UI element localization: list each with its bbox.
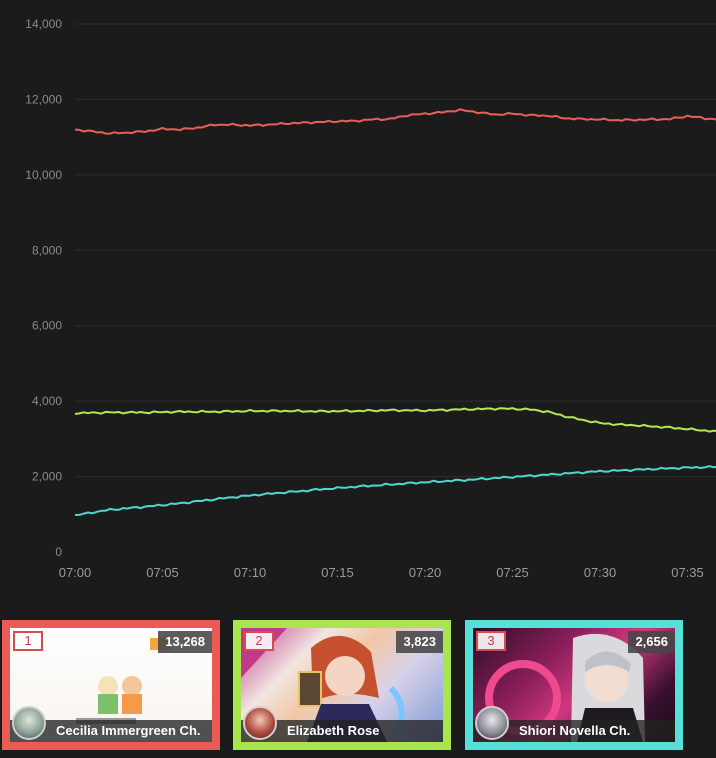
x-tick-label: 07:05 [146, 565, 179, 580]
stream-thumbnail[interactable]: 2 3,823 Elizabeth Rose [241, 628, 443, 742]
series-line-1 [74, 108, 716, 135]
chart-svg: 0 2,000 4,000 6,000 8,000 10,000 12,000 14,000 0… [25, 17, 716, 580]
series-line-3 [74, 465, 716, 516]
channel-name-bar [473, 720, 675, 742]
avatar-icon[interactable] [243, 706, 277, 740]
x-tick-label: 07:00 [59, 565, 92, 580]
y-tick-label: 2,000 [32, 470, 62, 484]
series-line-2 [74, 407, 716, 433]
y-tick-label: 6,000 [32, 319, 62, 333]
stream-thumbnail[interactable]: 3 2,656 Shiori Novella Ch. [473, 628, 675, 742]
channel-name-bar [10, 720, 212, 742]
stream-thumbnail[interactable]: 1 13,268 Cecilia Immergreen Ch. [10, 628, 212, 742]
y-tick-label: 0 [55, 545, 62, 559]
x-tick-label: 07:15 [321, 565, 354, 580]
viewer-count-badge: 13,268 [158, 631, 212, 653]
rank-badge: 2 [244, 631, 274, 651]
viewer-count-badge: 2,656 [628, 631, 675, 653]
channel-name[interactable]: Elizabeth Rose [287, 723, 380, 738]
rank-badge: 1 [13, 631, 43, 651]
rank-badge: 3 [476, 631, 506, 651]
avatar-icon[interactable] [475, 706, 509, 740]
x-tick-label: 07:20 [409, 565, 442, 580]
y-tick-label: 4,000 [32, 394, 62, 408]
x-tick-label: 07:35 [671, 565, 704, 580]
channel-card-3[interactable]: 3 2,656 Shiori Novella Ch. [465, 620, 683, 750]
channel-card-2[interactable]: 2 3,823 Elizabeth Rose [233, 620, 451, 750]
channel-name[interactable]: Cecilia Immergreen Ch. [56, 723, 201, 738]
y-tick-label: 12,000 [25, 92, 62, 106]
channel-name[interactable]: Shiori Novella Ch. [519, 723, 631, 738]
x-tick-label: 07:25 [496, 565, 529, 580]
x-tick-label: 07:10 [234, 565, 267, 580]
y-tick-label: 8,000 [32, 243, 62, 257]
avatar-icon[interactable] [12, 706, 46, 740]
viewer-count-chart: 0 2,000 4,000 6,000 8,000 10,000 12,000 14,000 0… [25, 17, 716, 580]
channel-name-bar [241, 720, 443, 742]
channel-card-1[interactable]: 1 13,268 Cecilia Immergreen Ch. [2, 620, 220, 750]
y-tick-label: 10,000 [25, 168, 62, 182]
x-tick-label: 07:30 [584, 565, 617, 580]
viewer-count-badge: 3,823 [396, 631, 443, 653]
y-tick-label: 14,000 [25, 17, 62, 31]
